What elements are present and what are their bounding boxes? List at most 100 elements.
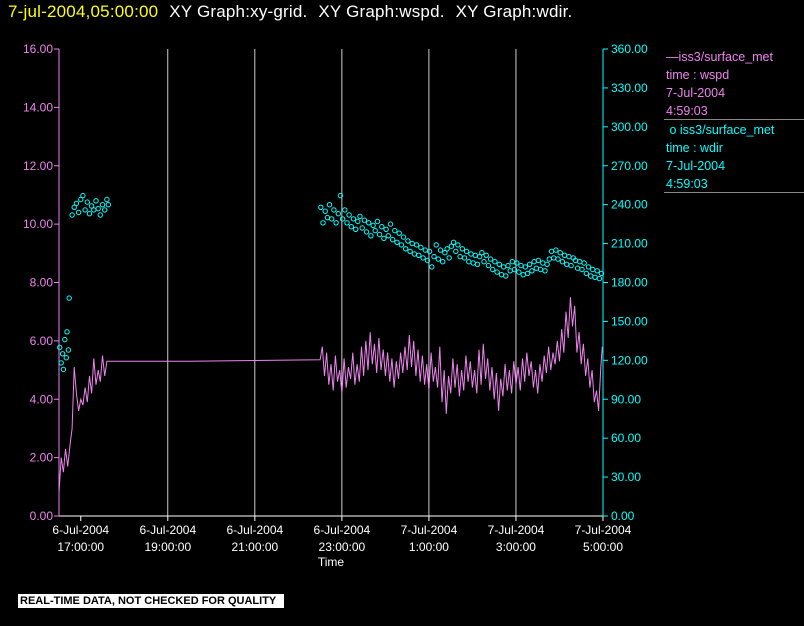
wdir-data-point <box>379 224 385 230</box>
wdir-data-point <box>366 220 372 226</box>
wdir-data-point <box>383 226 389 233</box>
y-right-tick-label: 240.00 <box>611 198 648 212</box>
wdir-data-point <box>564 261 570 267</box>
wdir-data-point <box>568 262 574 269</box>
graph-name-xy-grid: XY Graph:xy-grid. <box>169 2 308 21</box>
wdir-data-point <box>479 250 485 256</box>
wdir-data-point <box>594 268 600 274</box>
wdir-data-point <box>577 259 583 265</box>
x-tick-label-time: 21:00:00 <box>231 540 278 554</box>
wdir-data-point <box>592 274 598 280</box>
wdir-data-point <box>474 261 481 267</box>
wdir-data-point <box>78 196 84 203</box>
wdir-data-point <box>84 199 91 205</box>
wdir-data-point <box>470 260 476 266</box>
x-axis-label: Time <box>318 555 345 569</box>
legend-wspd: —iss3/surface_met time : wspd 7-Jul-2004… <box>666 48 773 120</box>
y-right-tick-label: 0.00 <box>611 509 635 523</box>
wdir-data-point <box>444 246 450 252</box>
x-tick-label-date: 6-Jul-2004 <box>314 523 371 537</box>
y-right-tick-label: 30.00 <box>611 470 641 484</box>
y-right-tick-label: 180.00 <box>611 276 648 290</box>
y-left-tick-label: 8.00 <box>30 276 54 290</box>
wdir-data-point <box>69 212 75 218</box>
wdir-data-point <box>426 248 433 255</box>
wdir-data-point <box>529 268 535 274</box>
wdir-data-point <box>507 268 513 274</box>
wdir-data-point <box>390 237 396 243</box>
wdir-data-point <box>403 246 409 252</box>
wdir-data-point <box>461 255 468 261</box>
wdir-data-point <box>472 252 478 259</box>
y-right-tick-label: 150.00 <box>611 314 648 328</box>
graph-name-wdir: XY Graph:wdir. <box>455 2 573 21</box>
wdir-data-point <box>376 231 383 238</box>
wdir-data-point <box>485 262 492 269</box>
wdir-data-point <box>333 220 339 226</box>
wdir-data-point <box>503 273 509 279</box>
wdir-data-point <box>585 264 592 270</box>
wdir-data-point <box>387 221 394 227</box>
legend-wdir-date: 7-Jul-2004 <box>666 159 726 173</box>
wdir-data-point <box>422 247 428 253</box>
wdir-data-point <box>498 272 505 278</box>
wdir-data-point <box>516 269 522 275</box>
wdir-data-point <box>326 202 333 208</box>
wdir-data-point <box>344 220 350 226</box>
wdir-data-point <box>71 204 77 211</box>
legend-wspd-date: 7-Jul-2004 <box>666 86 726 100</box>
wdir-data-point <box>102 207 108 213</box>
wdir-data-point <box>368 233 374 239</box>
wdir-data-point <box>561 252 568 259</box>
quality-warning-banner: REAL-TIME DATA, NOT CHECKED FOR QUALITY <box>18 594 285 608</box>
wdir-data-point <box>361 217 368 223</box>
wdir-data-point <box>80 192 86 199</box>
wdir-data-point <box>553 247 559 253</box>
x-tick-label-time: 1:00:00 <box>409 540 449 554</box>
wdir-data-point <box>66 295 72 301</box>
x-tick-label-time: 5:00:00 <box>583 540 623 554</box>
x-tick-label-date: 6-Jul-2004 <box>226 523 283 537</box>
y-left-tick-label: 4.00 <box>30 392 54 406</box>
wdir-data-point <box>346 212 352 218</box>
y-left-tick-label: 2.00 <box>30 451 54 465</box>
wdir-data-point <box>546 256 552 262</box>
wdir-data-point <box>407 248 413 255</box>
wdir-data-point <box>596 275 603 282</box>
wdir-data-point <box>429 264 435 270</box>
wdir-data-point <box>64 329 70 335</box>
wdir-data-point <box>363 229 370 235</box>
wdir-data-point <box>483 252 489 259</box>
wdir-data-point <box>548 248 555 255</box>
y-right-tick-label: 60.00 <box>611 431 641 445</box>
wspd-series-line <box>58 297 603 493</box>
y-left-tick-label: 6.00 <box>30 334 54 348</box>
wdir-data-point <box>581 260 587 266</box>
legend-wdir-source: o iss3/surface_met <box>666 123 775 137</box>
wdir-data-point <box>468 251 474 257</box>
x-tick-label-date: 6-Jul-2004 <box>139 523 196 537</box>
wdir-data-point <box>318 204 324 211</box>
wdir-data-point <box>559 259 566 265</box>
y-left-tick-label: 0.00 <box>30 509 54 523</box>
wdir-data-point <box>579 266 585 273</box>
wdir-data-point <box>442 250 448 256</box>
wdir-data-point <box>551 255 557 261</box>
wdir-data-point <box>598 270 605 277</box>
y-right-tick-label: 270.00 <box>611 159 648 173</box>
wdir-data-point <box>381 235 387 242</box>
legend-wspd-time: 4:59:03 <box>666 104 708 118</box>
wdir-data-point <box>350 216 357 222</box>
wdir-data-point <box>487 256 494 262</box>
x-tick-label-time: 19:00:00 <box>144 540 191 554</box>
wdir-data-point <box>537 266 544 273</box>
wdir-data-point <box>400 234 407 240</box>
wdir-data-point <box>514 260 520 266</box>
wdir-data-point <box>524 270 531 277</box>
wdir-data-point <box>322 208 328 214</box>
wdir-data-point <box>91 207 97 213</box>
wdir-data-point <box>418 244 424 251</box>
wdir-data-point <box>60 366 67 373</box>
wdir-data-point <box>490 266 496 273</box>
x-tick-label-time: 17:00:00 <box>57 540 104 554</box>
